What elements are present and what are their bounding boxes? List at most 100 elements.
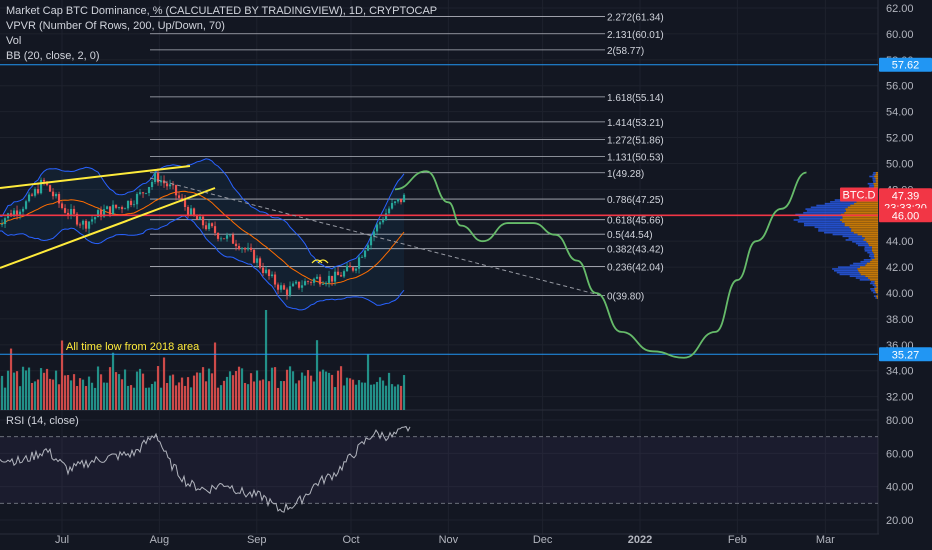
candle-body: [390, 203, 394, 209]
candle-body: [399, 198, 403, 203]
volume-bar: [225, 376, 229, 410]
fib-level-label: 0(39.80): [607, 292, 644, 303]
candle-body: [291, 283, 295, 287]
volume-bar: [258, 380, 262, 410]
volume-bar: [339, 366, 343, 410]
volume-bar: [270, 367, 274, 410]
bb-basis: [0, 190, 405, 285]
level-46-label: 46.00: [892, 210, 920, 222]
vpvr-down-bar: [853, 231, 878, 234]
candle-body: [135, 193, 139, 205]
fib-level-label: 2.272(61.34): [607, 13, 664, 24]
vpvr-down-bar: [876, 286, 878, 288]
volume-bar: [315, 340, 319, 410]
candle-body: [333, 271, 337, 282]
vpvr-up-bar: [810, 206, 848, 209]
volume-bar: [120, 379, 124, 410]
volume-bar: [177, 382, 181, 410]
vpvr-down-bar: [875, 177, 878, 180]
rsi-label[interactable]: RSI (14, close): [6, 415, 79, 427]
price-axis-tick: 38.00: [886, 314, 914, 326]
volume-bar: [213, 342, 217, 410]
indicator-volume[interactable]: Vol: [6, 35, 22, 47]
vpvr-up-bar: [852, 240, 867, 243]
fib-level-label: 1(49.28): [607, 169, 644, 180]
volume-bar: [54, 370, 58, 410]
volume-bar: [243, 382, 247, 410]
candle-body: [174, 185, 178, 196]
candle-body: [198, 216, 202, 220]
vpvr-up-bar: [873, 181, 876, 183]
symbol-label: BTC.D: [843, 190, 876, 202]
candle-body: [342, 271, 346, 277]
level-3527-label-bg: [879, 347, 932, 362]
vpvr-up-bar: [875, 297, 877, 299]
candle-body: [153, 173, 157, 182]
vpvr-up-bar: [874, 286, 877, 288]
volume-bar: [231, 375, 235, 410]
volume-bar: [363, 382, 367, 410]
volume-bar: [144, 387, 148, 410]
candle-body: [111, 204, 115, 215]
volume-bar: [210, 373, 214, 410]
candle-body: [252, 249, 256, 263]
volume-bar: [171, 374, 175, 410]
indicator-bb[interactable]: BB (20, close, 2, 0): [6, 50, 100, 62]
candle-body: [51, 191, 55, 197]
candle-body: [114, 204, 118, 208]
volume-bar: [393, 386, 397, 410]
vpvr-up-bar: [869, 184, 875, 187]
volume-bar: [84, 386, 88, 410]
vpvr-down-bar: [860, 273, 878, 276]
candle-body: [249, 247, 253, 250]
vpvr-up-bar: [860, 260, 871, 263]
candle-body: [138, 192, 142, 194]
volume-bar: [48, 378, 52, 410]
time-axis-tick: Feb: [728, 534, 747, 546]
volume-bar: [81, 379, 85, 410]
vpvr-up-bar: [872, 284, 876, 287]
vpvr-down-bar: [845, 210, 878, 212]
candle-body: [144, 193, 148, 194]
vpvr-down-bar: [850, 204, 878, 207]
indicator-vpvr[interactable]: VPVR (Number Of Rows, 200, Up/Down, 70): [6, 20, 225, 32]
vpvr-down-bar: [874, 253, 878, 256]
vpvr-down-bar: [875, 173, 878, 176]
candle-body: [228, 234, 232, 236]
fib-level-label: 0.382(43.42): [607, 245, 664, 256]
chart-title[interactable]: Market Cap BTC Dominance, % (CALCULATED …: [6, 5, 438, 17]
vpvr-up-bar: [836, 271, 860, 274]
vpvr-up-bar: [870, 257, 875, 259]
projection-path: [394, 170, 807, 359]
candle-body: [261, 267, 265, 273]
pattern-marker: [311, 259, 329, 264]
volume-bar: [246, 384, 250, 410]
vpvr-down-bar: [847, 206, 878, 209]
volume-bar: [114, 372, 118, 410]
vpvr-up-bar: [868, 255, 874, 258]
vpvr-down-bar: [865, 275, 878, 278]
candle-body: [183, 199, 187, 207]
candle-body: [3, 218, 7, 225]
volume-bar: [192, 375, 196, 410]
time-axis-tick: Nov: [439, 534, 459, 546]
volume-bar: [207, 368, 211, 410]
chart-legend: Market Cap BTC Dominance, % (CALCULATED …: [6, 4, 437, 64]
candle-body: [258, 258, 262, 268]
volume-bar: [186, 377, 190, 410]
candle-body: [267, 269, 271, 277]
vpvr-up-bar: [824, 202, 855, 205]
bb-fill: [0, 158, 404, 310]
volume-bar: [276, 387, 280, 410]
vpvr-down-bar: [868, 277, 878, 279]
vpvr-up-bar: [870, 280, 875, 283]
candle-body: [102, 209, 106, 217]
fib-level-label: 0.618(45.66): [607, 216, 664, 227]
volume-bar: [42, 372, 46, 410]
candle-body: [27, 194, 31, 202]
volume-bar: [75, 385, 79, 410]
volume-bar: [297, 380, 301, 410]
volume-bar: [255, 370, 259, 410]
candle-body: [273, 274, 277, 285]
